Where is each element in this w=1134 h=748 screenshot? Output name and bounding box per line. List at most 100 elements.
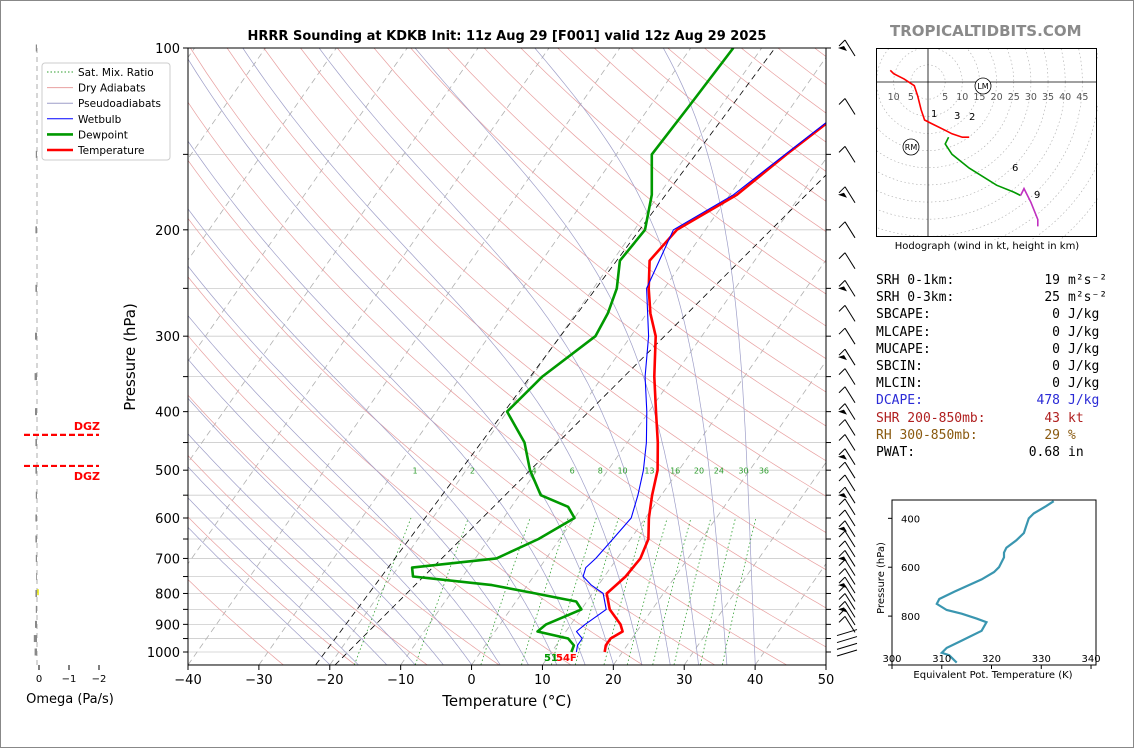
dry-adiabat: [188, 394, 500, 665]
wind-barb-flag: [838, 607, 847, 613]
wind-barb: [838, 348, 856, 366]
wind-barb-staff: [844, 530, 856, 548]
wind-barb-feather: [838, 509, 846, 517]
omega-bar: [34, 648, 37, 656]
omega-tick-label: 0: [36, 674, 42, 685]
wind-barb: [838, 601, 856, 618]
pseudoadiabat: [188, 497, 359, 665]
x-tick-label: −30: [245, 673, 272, 688]
wind-barb-feather: [838, 530, 846, 538]
pseudoadiabat: [188, 397, 444, 665]
dry-adiabat: [188, 101, 826, 648]
wind-barb: [838, 280, 856, 297]
pseudoadiabat: [188, 315, 501, 665]
mixing-ratio-label: 36: [759, 466, 769, 475]
param-unit: J/kg: [1068, 358, 1100, 374]
omega-bar: [35, 44, 37, 52]
param-label: MLCAPE:: [876, 324, 931, 340]
legend-label: Wetbulb: [78, 114, 122, 126]
series-temperature: [603, 122, 826, 653]
wind-barb-staff: [844, 474, 856, 492]
wind-barb-staff: [844, 568, 856, 585]
hodograph-ring-label: 5: [908, 92, 914, 103]
theta-e-trace: [935, 500, 1055, 664]
hodograph-ring-label: 10: [888, 92, 900, 103]
param-label: SRH 0-1km:: [876, 273, 955, 288]
wind-barb-feather: [838, 146, 846, 153]
wind-barb-feather: [838, 601, 846, 608]
theta-e-y-tick-label: 600: [901, 563, 920, 574]
pseudoadiabat: [318, 48, 671, 665]
param-unit: m²s⁻²: [1068, 290, 1108, 306]
wind-barb-staff: [844, 509, 856, 527]
param-row: SBCIN: 0 J/kg: [876, 358, 1107, 375]
mixing-ratio-line: [480, 517, 531, 665]
reference-line: [315, 48, 776, 665]
param-unit: J/kg: [1068, 307, 1100, 323]
hodograph-ring-label: 15: [973, 92, 985, 103]
wind-barb-staff: [844, 39, 856, 57]
wind-barb-feather: [838, 186, 846, 194]
wind-barb: [838, 585, 856, 602]
hodograph-ring: [876, 48, 1049, 203]
hodograph-ring-label: 40: [1059, 92, 1071, 103]
mixing-ratio-line: [354, 517, 412, 665]
wind-barb-feather: [838, 585, 846, 592]
omega-tick-label: −2: [92, 674, 107, 685]
hodograph-marker-rm: [902, 138, 920, 156]
x-tick-label: 50: [818, 673, 835, 688]
dgz-label: DGZ: [74, 420, 100, 433]
param-value: 0: [1052, 307, 1060, 323]
chart-title: HRRR Sounding at KDKB Init: 11z Aug 29 […: [248, 29, 767, 44]
param-row: SBCAPE: 0 J/kg: [876, 306, 1107, 323]
wind-barb: [838, 520, 856, 537]
y-tick-label: 400: [155, 406, 180, 421]
omega-bar: [35, 150, 37, 158]
dry-adiabat: [188, 516, 356, 665]
omega-bar: [35, 332, 37, 340]
surface-temp-label: 54F: [556, 653, 577, 664]
wind-barb-feather: [838, 540, 846, 548]
mixing-ratio-line: [652, 517, 692, 665]
omega-bar: [35, 439, 37, 447]
param-value: 478: [1036, 393, 1060, 409]
wind-barb-flag: [838, 583, 847, 589]
theta-e-x-label: Equivalent Pot. Temperature (K): [913, 670, 1072, 681]
param-unit: J/kg: [1068, 324, 1100, 340]
wind-barb-staff: [844, 585, 856, 602]
param-label: SBCAPE:: [876, 307, 931, 323]
wind-barb-staff: [836, 649, 858, 657]
mixing-ratio-line: [603, 517, 646, 665]
wind-barb-feather: [838, 498, 846, 506]
wind-barb-staff: [844, 608, 856, 626]
wind-barb: [838, 386, 856, 403]
wind-barb-staff: [844, 448, 856, 465]
wind-barb: [838, 568, 856, 585]
isotherm-line: [329, 48, 763, 665]
wind-barb-feather: [838, 434, 846, 441]
theta-e-x-tick-label: 330: [1032, 654, 1051, 665]
x-tick-label: 0: [467, 673, 475, 688]
wind-barb-staff: [844, 434, 856, 451]
wind-barb: [838, 252, 856, 269]
param-unit: J/kg: [1068, 393, 1100, 409]
wind-barb-staff: [844, 498, 856, 516]
wind-barb-staff: [844, 593, 856, 610]
wind-barb-flag: [838, 355, 847, 361]
dry-adiabat: [188, 455, 428, 665]
mixing-ratio-label: 6: [570, 466, 575, 475]
omega-bar: [36, 573, 37, 581]
pseudoadiabat: [188, 140, 586, 665]
param-label: PWAT:: [876, 444, 916, 460]
wind-barb-staff: [844, 98, 856, 115]
param-row: SRH 0-1km: 19 m²s⁻²: [876, 272, 1107, 289]
wind-barb: [838, 98, 856, 115]
legend-label: Temperature: [77, 145, 145, 157]
mixing-ratio-line: [574, 517, 619, 665]
wind-barb-staff: [844, 305, 856, 322]
omega-bar: [35, 514, 37, 522]
omega-bar: [35, 466, 37, 474]
series-dewpoint: [410, 48, 735, 653]
mixing-ratio-label: 4: [532, 466, 537, 475]
dry-adiabat: [300, 48, 826, 497]
